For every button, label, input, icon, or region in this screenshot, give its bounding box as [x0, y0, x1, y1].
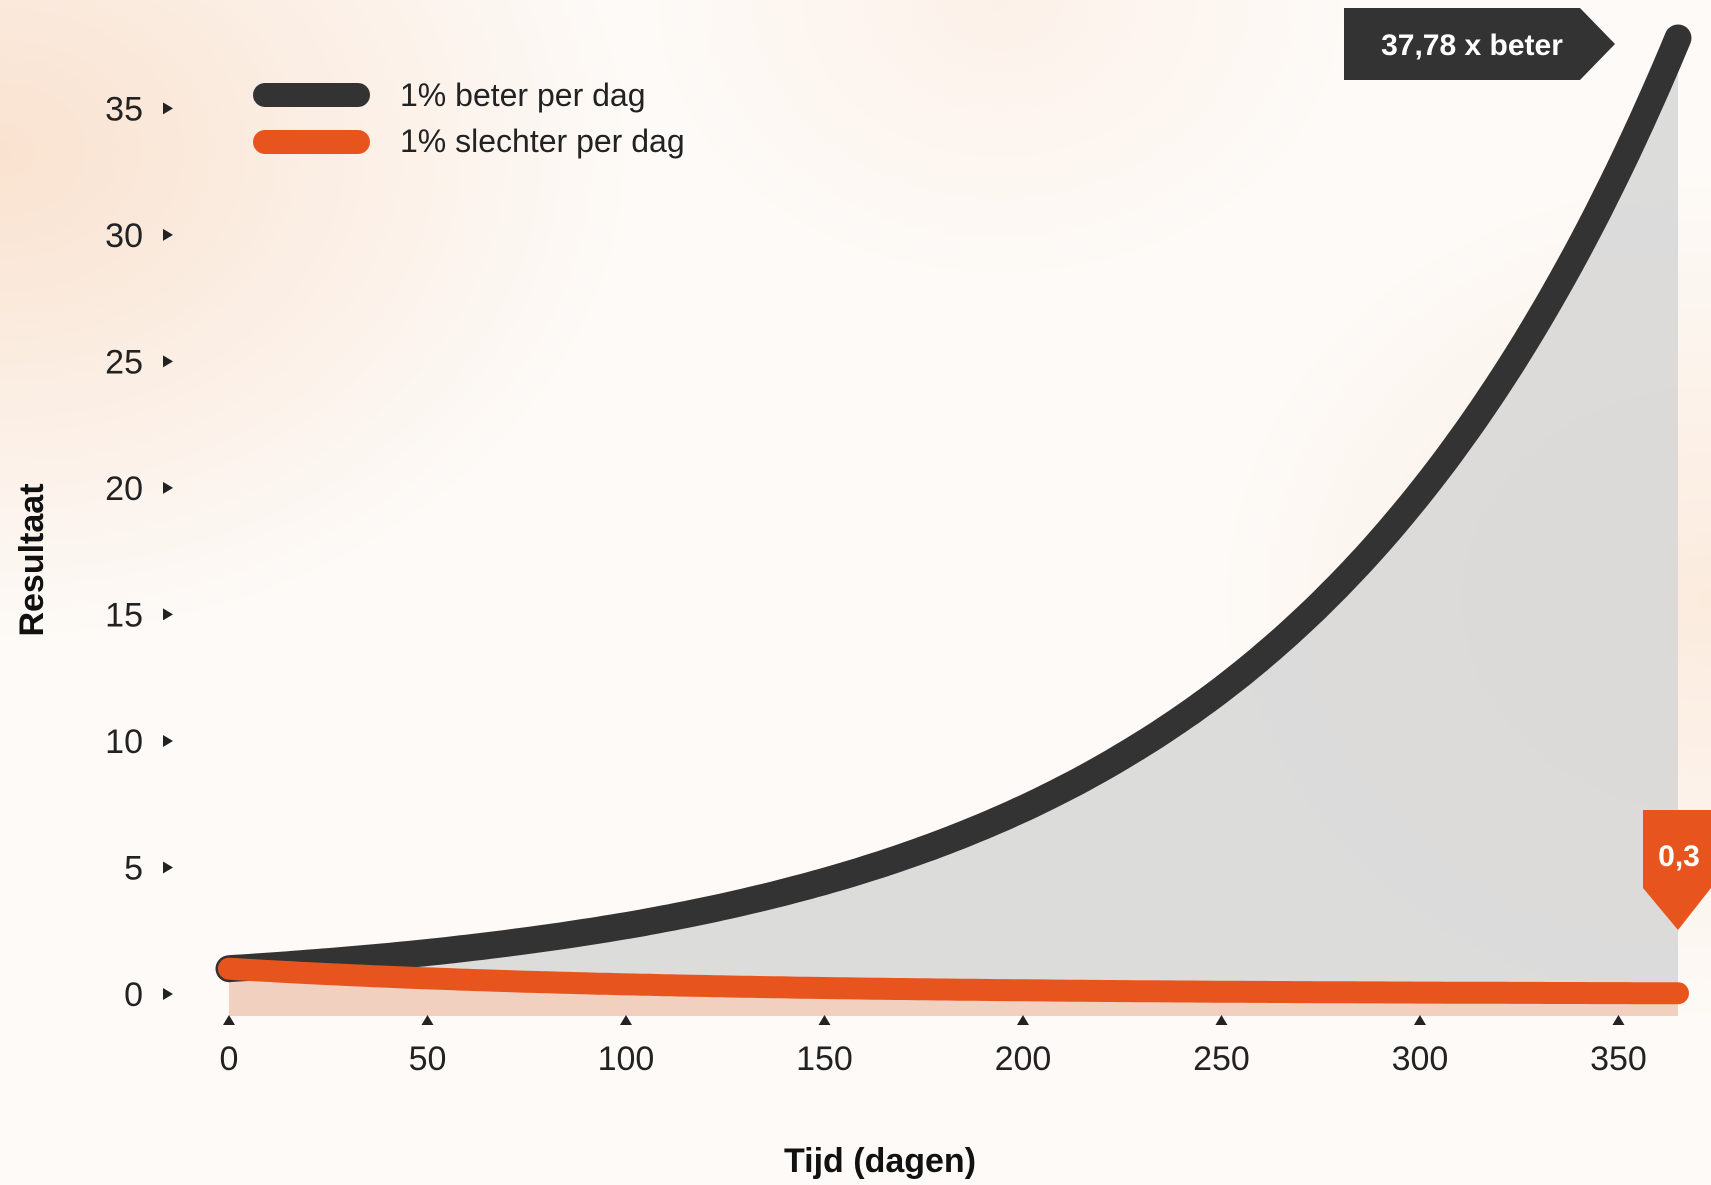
y-tick-marker: [163, 228, 173, 241]
annotation-worse-text: 0,3: [1658, 840, 1700, 873]
x-tick-label: 300: [1392, 1040, 1449, 1078]
legend: 1% beter per dag 1% slechter per dag: [253, 77, 685, 159]
y-axis-title: Resultaat: [13, 483, 51, 636]
x-tick-marker: [1215, 1015, 1228, 1025]
x-tick-label: 250: [1193, 1040, 1250, 1078]
annotation-better: 37,78 x beter: [1344, 8, 1615, 80]
annotation-worse: 0,3: [1643, 810, 1711, 930]
legend-label-better: 1% beter per dag: [400, 77, 646, 113]
area-fill-better: [229, 38, 1678, 1016]
legend-label-worse: 1% slechter per dag: [400, 123, 685, 159]
y-tick-marker: [163, 988, 173, 1000]
x-tick-marker: [619, 1015, 632, 1025]
series-line-worse: [218, 957, 1689, 1005]
area-fills: [229, 38, 1678, 1016]
x-tick-marker: [1016, 1015, 1029, 1025]
y-tick-marker: [163, 355, 173, 368]
y-tick-label: 35: [105, 90, 143, 128]
y-tick-label: 25: [105, 343, 143, 381]
y-tick-label: 0: [124, 976, 143, 1014]
y-tick-label: 10: [105, 723, 143, 761]
x-tick-label: 200: [995, 1040, 1052, 1078]
annotation-worse-shape: [1643, 810, 1711, 930]
y-tick-marker: [163, 102, 173, 115]
x-tick-label: 0: [220, 1040, 239, 1078]
x-axis-title: Tijd (dagen): [784, 1142, 976, 1180]
x-tick-marker: [1413, 1015, 1426, 1025]
series-line-better: [215, 24, 1692, 983]
x-tick-label: 100: [598, 1040, 655, 1078]
x-tick-label: 150: [796, 1040, 853, 1078]
y-tick-marker: [163, 861, 173, 874]
x-tick-marker: [1612, 1015, 1625, 1025]
x-tick-marker: [818, 1015, 831, 1025]
x-tick-label: 350: [1590, 1040, 1647, 1078]
x-tick-label: 50: [409, 1040, 447, 1078]
x-tick-marker: [223, 1015, 235, 1025]
y-tick-label: 20: [105, 470, 143, 508]
y-tick-label: 15: [105, 596, 143, 634]
x-axis: 0 50 100 150 200 250 300 350: [220, 1015, 1647, 1078]
annotation-better-text: 37,78 x beter: [1381, 29, 1563, 62]
y-tick-label: 30: [105, 217, 143, 255]
y-tick-marker: [163, 481, 173, 494]
y-tick-label: 5: [124, 849, 143, 887]
annotation-better-shape: [1344, 8, 1615, 80]
y-axis: 0 5 10 15 20 25 30 35: [105, 90, 173, 1014]
x-tick-marker: [421, 1015, 434, 1025]
y-tick-marker: [163, 734, 173, 747]
y-tick-marker: [163, 608, 173, 621]
